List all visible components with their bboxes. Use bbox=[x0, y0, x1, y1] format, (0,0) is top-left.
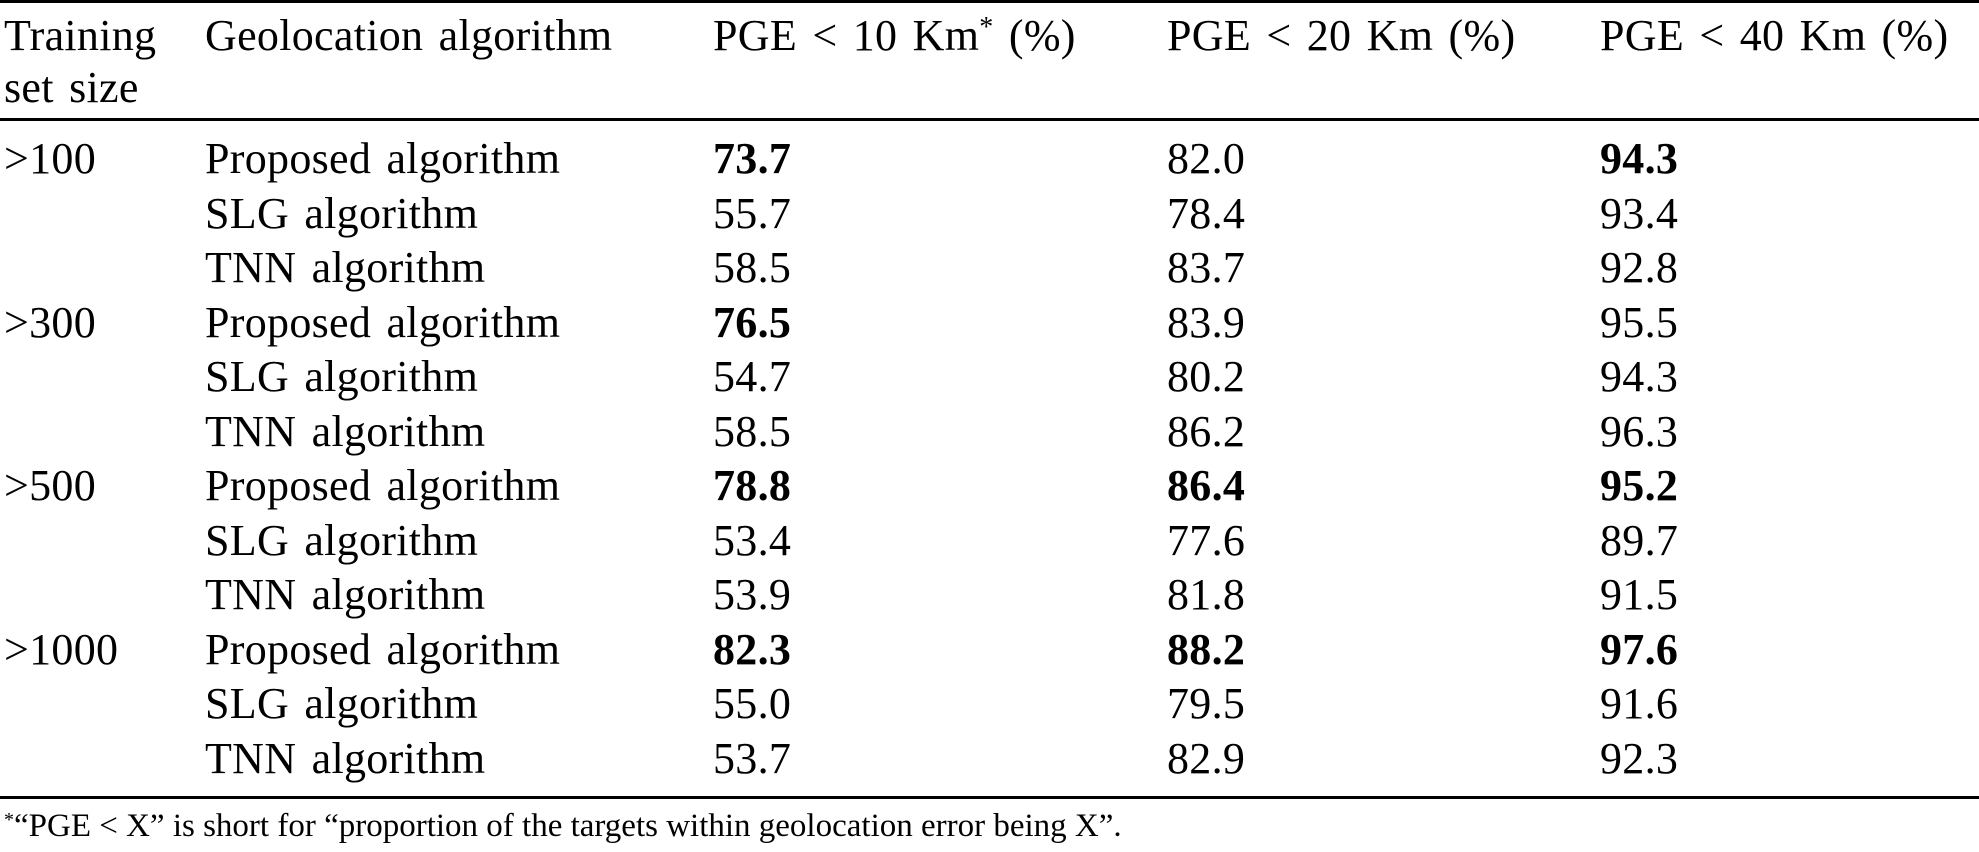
header-text: PGE < 20 Km (%) bbox=[1167, 11, 1516, 60]
table-row: TNN algorithm 53.9 81.8 91.5 bbox=[0, 568, 1979, 623]
header-line: Training bbox=[4, 11, 157, 60]
bottom-rule bbox=[0, 796, 1979, 799]
table-row: >300 Proposed algorithm 76.5 83.9 95.5 bbox=[0, 296, 1979, 351]
table-row: TNN algorithm 58.5 86.2 96.3 bbox=[0, 405, 1979, 460]
header-text: PGE < 40 Km (%) bbox=[1600, 11, 1949, 60]
cell-pge-20: 83.7 bbox=[1167, 243, 1246, 292]
cell-pge-10: 55.0 bbox=[713, 679, 792, 728]
cell-training-set-size: >500 bbox=[4, 461, 97, 510]
cell-pge-20: 80.2 bbox=[1167, 352, 1246, 401]
cell-pge-40: 89.7 bbox=[1600, 515, 1679, 565]
cell-pge-10: 53.4 bbox=[713, 515, 792, 565]
table-row: SLG algorithm 54.7 80.2 94.3 bbox=[0, 350, 1979, 405]
cell-algorithm: TNN algorithm bbox=[205, 243, 486, 292]
cell-algorithm: Proposed algorithm bbox=[205, 624, 561, 674]
cell-pge-10: 76.5 bbox=[713, 297, 792, 347]
cell-pge-10: 78.8 bbox=[713, 461, 792, 510]
cell-algorithm: Proposed algorithm bbox=[205, 461, 561, 510]
cell-pge-10: 58.5 bbox=[713, 406, 792, 456]
cell-pge-40: 91.5 bbox=[1600, 570, 1679, 619]
table-row: SLG algorithm 53.4 77.6 89.7 bbox=[0, 514, 1979, 569]
table-body: >100 Proposed algorithm 73.7 82.0 94.3 SLG al… bbox=[0, 132, 1979, 786]
header-pge-10: PGE < 10 Km* (%) bbox=[713, 10, 1076, 62]
cell-algorithm: TNN algorithm bbox=[205, 406, 486, 456]
header-text: (%) bbox=[993, 11, 1076, 60]
cell-pge-40: 93.4 bbox=[1600, 188, 1679, 238]
cell-pge-10: 54.7 bbox=[713, 352, 792, 401]
cell-pge-40: 95.2 bbox=[1600, 461, 1679, 510]
cell-pge-20: 79.5 bbox=[1167, 679, 1246, 728]
cell-algorithm: SLG algorithm bbox=[205, 352, 479, 401]
cell-pge-10: 58.5 bbox=[713, 243, 792, 292]
cell-algorithm: Proposed algorithm bbox=[205, 134, 561, 183]
cell-pge-40: 97.6 bbox=[1600, 624, 1679, 674]
cell-algorithm: TNN algorithm bbox=[205, 570, 486, 619]
header-rule bbox=[0, 118, 1979, 121]
header-pge-20: PGE < 20 Km (%) bbox=[1167, 10, 1515, 62]
header-pge-40: PGE < 40 Km (%) bbox=[1600, 10, 1948, 62]
cell-algorithm: Proposed algorithm bbox=[205, 297, 561, 347]
table-row: TNN algorithm 58.5 83.7 92.8 bbox=[0, 241, 1979, 296]
header-line: set size bbox=[4, 63, 139, 112]
header-training-set-size: Training set size bbox=[4, 10, 156, 114]
cell-algorithm: SLG algorithm bbox=[205, 679, 479, 728]
cell-pge-20: 78.4 bbox=[1167, 188, 1246, 238]
cell-algorithm: SLG algorithm bbox=[205, 188, 479, 238]
cell-pge-20: 83.9 bbox=[1167, 297, 1246, 347]
table-row: TNN algorithm 53.7 82.9 92.3 bbox=[0, 732, 1979, 787]
cell-pge-20: 86.4 bbox=[1167, 461, 1246, 510]
cell-pge-40: 91.6 bbox=[1600, 679, 1679, 728]
cell-pge-40: 94.3 bbox=[1600, 352, 1679, 401]
table-row: >500 Proposed algorithm 78.8 86.4 95.2 bbox=[0, 459, 1979, 514]
cell-pge-40: 92.3 bbox=[1600, 733, 1679, 783]
cell-pge-10: 82.3 bbox=[713, 624, 792, 674]
cell-training-set-size: >300 bbox=[4, 297, 97, 347]
table-row: >1000 Proposed algorithm 82.3 88.2 97.6 bbox=[0, 623, 1979, 678]
footnote-marker: * bbox=[4, 809, 14, 831]
header-geolocation-algorithm: Geolocation algorithm bbox=[205, 10, 612, 62]
cell-pge-40: 95.5 bbox=[1600, 297, 1679, 347]
header-text: Geolocation algorithm bbox=[205, 11, 613, 60]
cell-training-set-size: >100 bbox=[4, 134, 97, 183]
footnote-text: “PGE < X” is short for “proportion of th… bbox=[14, 808, 1122, 844]
table-footnote: *“PGE < X” is short for “proportion of t… bbox=[4, 806, 1122, 846]
cell-training-set-size: >1000 bbox=[4, 624, 119, 674]
cell-pge-40: 96.3 bbox=[1600, 406, 1679, 456]
cell-pge-20: 88.2 bbox=[1167, 624, 1246, 674]
cell-algorithm: SLG algorithm bbox=[205, 515, 479, 565]
header-superscript: * bbox=[979, 12, 994, 43]
cell-pge-20: 82.9 bbox=[1167, 733, 1246, 783]
cell-pge-20: 77.6 bbox=[1167, 515, 1246, 565]
cell-pge-40: 92.8 bbox=[1600, 243, 1679, 292]
table-header: Training set size Geolocation algorithm … bbox=[0, 10, 1979, 118]
table-row: SLG algorithm 55.0 79.5 91.6 bbox=[0, 677, 1979, 732]
table-row: >100 Proposed algorithm 73.7 82.0 94.3 bbox=[0, 132, 1979, 187]
table-row: SLG algorithm 55.7 78.4 93.4 bbox=[0, 187, 1979, 242]
cell-pge-20: 86.2 bbox=[1167, 406, 1246, 456]
cell-pge-20: 81.8 bbox=[1167, 570, 1246, 619]
cell-algorithm: TNN algorithm bbox=[205, 733, 486, 783]
cell-pge-20: 82.0 bbox=[1167, 134, 1246, 183]
cell-pge-10: 55.7 bbox=[713, 188, 792, 238]
cell-pge-10: 53.7 bbox=[713, 733, 792, 783]
header-text: PGE < 10 Km bbox=[713, 11, 980, 60]
cell-pge-40: 94.3 bbox=[1600, 134, 1679, 183]
top-rule bbox=[0, 0, 1979, 3]
cell-pge-10: 53.9 bbox=[713, 570, 792, 619]
cell-pge-10: 73.7 bbox=[713, 134, 792, 183]
